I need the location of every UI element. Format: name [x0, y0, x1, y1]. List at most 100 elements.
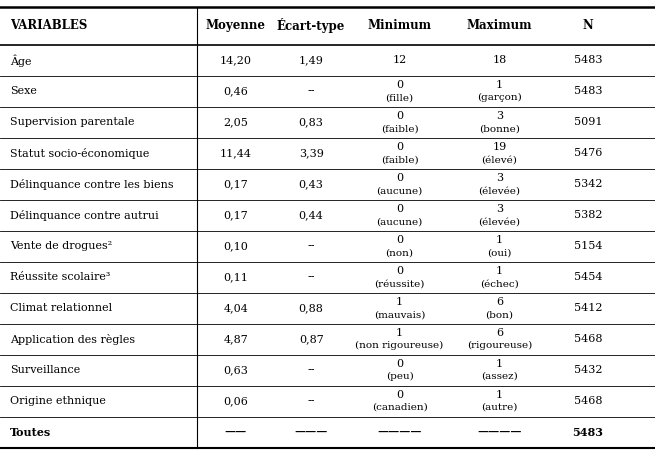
Text: (élevée): (élevée) — [478, 217, 521, 226]
Text: 5091: 5091 — [574, 117, 602, 127]
Text: 0: 0 — [396, 266, 403, 276]
Text: 0: 0 — [396, 204, 403, 214]
Text: 5454: 5454 — [574, 272, 602, 282]
Text: 5483: 5483 — [574, 86, 602, 96]
Text: 0,11: 0,11 — [223, 272, 248, 282]
Text: ——: —— — [225, 427, 247, 438]
Text: 0: 0 — [396, 142, 403, 152]
Text: (réussite): (réussite) — [375, 279, 424, 288]
Text: --: -- — [307, 396, 315, 406]
Text: Moyenne: Moyenne — [206, 19, 266, 32]
Text: (bon): (bon) — [485, 310, 514, 319]
Text: 0,43: 0,43 — [299, 180, 324, 189]
Text: Origine ethnique: Origine ethnique — [10, 396, 105, 406]
Text: (faible): (faible) — [381, 124, 419, 133]
Text: 12: 12 — [392, 55, 407, 66]
Text: 5468: 5468 — [574, 396, 602, 406]
Text: 5483: 5483 — [572, 427, 603, 438]
Text: (mauvais): (mauvais) — [374, 310, 425, 319]
Text: (autre): (autre) — [481, 403, 517, 412]
Text: 0,46: 0,46 — [223, 86, 248, 96]
Text: (garçon): (garçon) — [477, 93, 522, 102]
Text: 5468: 5468 — [574, 334, 602, 344]
Text: 5154: 5154 — [574, 241, 602, 252]
Text: 6: 6 — [496, 328, 503, 338]
Text: 19: 19 — [493, 142, 506, 152]
Text: (élevée): (élevée) — [478, 186, 521, 195]
Text: Réussite scolaire³: Réussite scolaire³ — [10, 272, 110, 282]
Text: Minimum: Minimum — [367, 19, 432, 32]
Text: 0: 0 — [396, 173, 403, 183]
Text: 0: 0 — [396, 111, 403, 121]
Text: (canadien): (canadien) — [371, 403, 428, 412]
Text: (échec): (échec) — [480, 279, 519, 288]
Text: 4,04: 4,04 — [223, 303, 248, 313]
Text: ————: ———— — [377, 427, 422, 438]
Text: (faible): (faible) — [381, 155, 419, 164]
Text: Supervision parentale: Supervision parentale — [10, 117, 134, 127]
Text: 5432: 5432 — [574, 365, 602, 375]
Text: --: -- — [307, 241, 315, 252]
Text: 18: 18 — [493, 55, 506, 66]
Text: (rigoureuse): (rigoureuse) — [467, 341, 532, 350]
Text: (assez): (assez) — [481, 372, 518, 381]
Text: 0,10: 0,10 — [223, 241, 248, 252]
Text: 1: 1 — [496, 359, 503, 369]
Text: Vente de drogues²: Vente de drogues² — [10, 241, 112, 252]
Text: (oui): (oui) — [487, 248, 512, 257]
Text: 5342: 5342 — [574, 180, 602, 189]
Text: Âge: Âge — [10, 54, 31, 67]
Text: --: -- — [307, 272, 315, 282]
Text: 5382: 5382 — [574, 211, 602, 220]
Text: 0: 0 — [396, 359, 403, 369]
Text: 0: 0 — [396, 235, 403, 245]
Text: --: -- — [307, 365, 315, 375]
Text: 5483: 5483 — [574, 55, 602, 66]
Text: Délinquance contre autrui: Délinquance contre autrui — [10, 210, 159, 221]
Text: 0: 0 — [396, 80, 403, 90]
Text: 1: 1 — [496, 235, 503, 245]
Text: 3,39: 3,39 — [299, 148, 324, 158]
Text: 3: 3 — [496, 111, 503, 121]
Text: 0,17: 0,17 — [223, 180, 248, 189]
Text: Toutes: Toutes — [10, 427, 51, 438]
Text: N: N — [582, 19, 593, 32]
Text: 0,06: 0,06 — [223, 396, 248, 406]
Text: 0,87: 0,87 — [299, 334, 324, 344]
Text: 1,49: 1,49 — [299, 55, 324, 66]
Text: Surveillance: Surveillance — [10, 365, 80, 375]
Text: VARIABLES: VARIABLES — [10, 19, 87, 32]
Text: (peu): (peu) — [386, 372, 413, 381]
Text: 0,83: 0,83 — [299, 117, 324, 127]
Text: 1: 1 — [396, 297, 403, 307]
Text: Délinquance contre les biens: Délinquance contre les biens — [10, 179, 174, 190]
Text: 5476: 5476 — [574, 148, 602, 158]
Text: 1: 1 — [496, 80, 503, 90]
Text: 0,63: 0,63 — [223, 365, 248, 375]
Text: 1: 1 — [396, 328, 403, 338]
Text: ———: ——— — [295, 427, 328, 438]
Text: Sexe: Sexe — [10, 86, 37, 96]
Text: Application des règles: Application des règles — [10, 334, 135, 345]
Text: (aucune): (aucune) — [377, 217, 422, 226]
Text: (non): (non) — [386, 248, 413, 257]
Text: 5412: 5412 — [574, 303, 602, 313]
Text: 0,88: 0,88 — [299, 303, 324, 313]
Text: 1: 1 — [496, 390, 503, 400]
Text: --: -- — [307, 86, 315, 96]
Text: Statut socio-économique: Statut socio-économique — [10, 148, 149, 159]
Text: 3: 3 — [496, 173, 503, 183]
Text: Climat relationnel: Climat relationnel — [10, 303, 112, 313]
Text: (élevé): (élevé) — [481, 155, 517, 164]
Text: 4,87: 4,87 — [223, 334, 248, 344]
Text: 2,05: 2,05 — [223, 117, 248, 127]
Text: 1: 1 — [496, 266, 503, 276]
Text: 11,44: 11,44 — [220, 148, 252, 158]
Text: 3: 3 — [496, 204, 503, 214]
Text: ————: ———— — [477, 427, 521, 438]
Text: 0: 0 — [396, 390, 403, 400]
Text: 14,20: 14,20 — [220, 55, 252, 66]
Text: Écart-type: Écart-type — [277, 18, 345, 33]
Text: 0,44: 0,44 — [299, 211, 324, 220]
Text: (fille): (fille) — [386, 93, 413, 102]
